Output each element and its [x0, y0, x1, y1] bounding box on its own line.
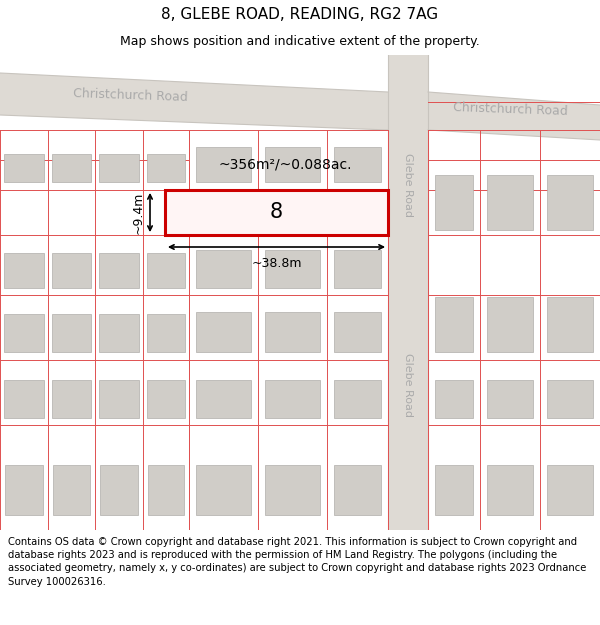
Bar: [99, 253, 139, 288]
Bar: [4, 253, 44, 288]
Bar: [196, 465, 251, 515]
Bar: [52, 380, 91, 418]
Text: Christchurch Road: Christchurch Road: [73, 88, 188, 104]
Bar: [265, 380, 320, 418]
Bar: [99, 380, 139, 418]
Bar: [547, 175, 593, 230]
Text: 8, GLEBE ROAD, READING, RG2 7AG: 8, GLEBE ROAD, READING, RG2 7AG: [161, 8, 439, 22]
Bar: [334, 312, 381, 352]
Bar: [196, 312, 251, 352]
Bar: [334, 250, 381, 288]
Polygon shape: [428, 92, 600, 140]
Bar: [547, 465, 593, 515]
Text: Contains OS data © Crown copyright and database right 2021. This information is : Contains OS data © Crown copyright and d…: [8, 537, 586, 587]
Bar: [196, 250, 251, 288]
Text: Glebe Road: Glebe Road: [403, 353, 413, 417]
Bar: [435, 465, 473, 515]
Bar: [99, 314, 139, 352]
Bar: [334, 147, 381, 182]
Bar: [435, 380, 473, 418]
Text: ~9.4m: ~9.4m: [132, 191, 145, 234]
Bar: [487, 380, 533, 418]
Polygon shape: [388, 55, 428, 530]
Bar: [487, 297, 533, 352]
Bar: [435, 175, 473, 230]
Bar: [52, 314, 91, 352]
Bar: [487, 175, 533, 230]
Bar: [334, 465, 381, 515]
Bar: [5, 465, 43, 515]
Bar: [265, 312, 320, 352]
Bar: [53, 465, 90, 515]
Bar: [147, 380, 185, 418]
Bar: [147, 253, 185, 288]
Text: Christchurch Road: Christchurch Road: [452, 101, 568, 119]
Text: ~356m²/~0.088ac.: ~356m²/~0.088ac.: [218, 158, 352, 172]
Bar: [547, 297, 593, 352]
Bar: [196, 147, 251, 182]
Bar: [547, 380, 593, 418]
Bar: [52, 154, 91, 182]
Bar: [52, 253, 91, 288]
Bar: [487, 465, 533, 515]
Bar: [147, 314, 185, 352]
Bar: [99, 154, 139, 182]
Bar: [265, 147, 320, 182]
Text: Glebe Road: Glebe Road: [403, 153, 413, 217]
Bar: [148, 465, 184, 515]
Bar: [435, 297, 473, 352]
Text: 8: 8: [270, 202, 283, 222]
Bar: [265, 250, 320, 288]
Bar: [4, 380, 44, 418]
Bar: [165, 190, 388, 235]
Bar: [196, 380, 251, 418]
Bar: [334, 380, 381, 418]
Text: Map shows position and indicative extent of the property.: Map shows position and indicative extent…: [120, 35, 480, 48]
Polygon shape: [0, 73, 388, 130]
Bar: [100, 465, 138, 515]
Bar: [147, 154, 185, 182]
Text: ~38.8m: ~38.8m: [251, 257, 302, 270]
Bar: [265, 465, 320, 515]
Bar: [4, 154, 44, 182]
Bar: [4, 314, 44, 352]
